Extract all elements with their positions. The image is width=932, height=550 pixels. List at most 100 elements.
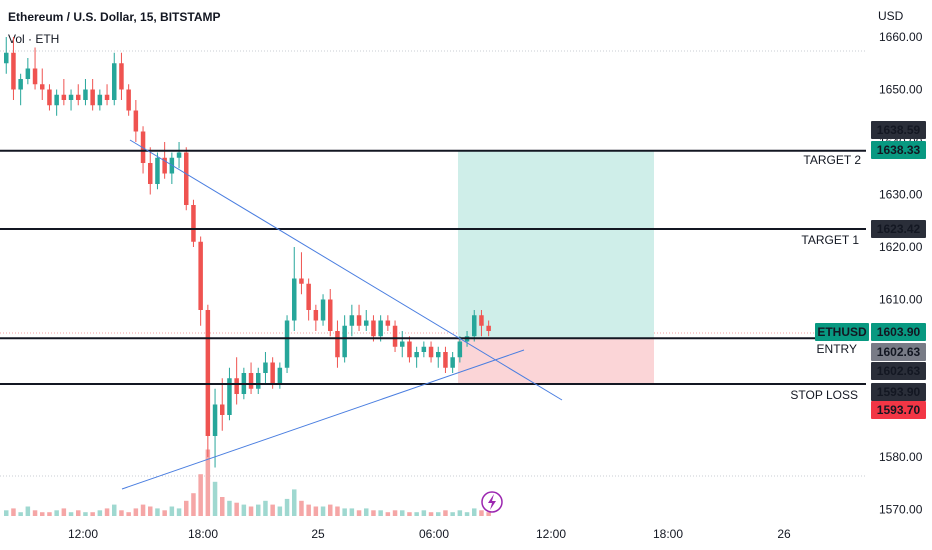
candle-body [4, 52, 9, 64]
candle-body [83, 89, 88, 100]
volume-bar [421, 510, 427, 516]
candle-body [342, 325, 347, 358]
target-2-label: TARGET 2 [803, 153, 861, 167]
candle-body [76, 94, 81, 100]
volume-bar [328, 504, 333, 516]
volume-bar [284, 498, 290, 516]
candle-body [119, 63, 124, 90]
descending-trendline[interactable] [129, 139, 563, 401]
price-badge-text: 1593.90 [877, 385, 921, 399]
price-badge[interactable] [871, 141, 926, 159]
stop-zone [458, 338, 654, 385]
ascending-trendline[interactable] [121, 349, 525, 490]
volume-bar [342, 508, 347, 516]
candle-body [328, 299, 333, 331]
candle-body [11, 52, 16, 90]
candle-body [292, 278, 297, 321]
volume-bar [486, 512, 491, 516]
volume-bar [400, 510, 405, 516]
candle-body [335, 331, 340, 358]
volume-bar [356, 510, 362, 516]
candle-body [263, 362, 268, 373]
volume-bar [306, 504, 311, 516]
volume-bar [248, 506, 254, 516]
time-tick-label: 25 [311, 527, 325, 541]
volume-bar [18, 512, 23, 516]
volume-indicator-label[interactable]: Vol · ETH [8, 32, 60, 46]
volume-bar [270, 504, 275, 516]
price-badge-text: 1623.42 [877, 222, 921, 236]
candle-body [140, 131, 146, 163]
candle-body [414, 352, 419, 358]
price-badge-text: 1603.90 [877, 325, 921, 339]
candle-body [270, 362, 275, 384]
volume-bar [392, 510, 398, 516]
price-badge-text: 1593.70 [877, 403, 921, 417]
price-badge[interactable] [871, 121, 926, 139]
candle-body [191, 205, 196, 242]
volume-bar [479, 510, 484, 516]
volume-bar [335, 506, 340, 516]
volume-bar [256, 504, 261, 516]
volume-bar [220, 497, 225, 516]
volume-bar [90, 512, 95, 516]
price-badge[interactable] [871, 362, 926, 380]
price-badge-text: ETHUSD [817, 325, 867, 339]
symbol-badge[interactable] [815, 323, 869, 341]
volume-bar [25, 506, 31, 516]
volume-bar [169, 506, 175, 516]
candle-body [364, 320, 369, 326]
volume-bar [112, 504, 117, 516]
candle-body [299, 278, 304, 284]
volume-bar [47, 512, 52, 516]
candle-body [486, 325, 491, 331]
candle-body [220, 404, 225, 415]
candle-body [400, 341, 405, 347]
candle-body [356, 315, 362, 326]
candle-body [18, 79, 23, 90]
entry-label: ENTRY [817, 342, 857, 356]
candle-body [54, 94, 59, 106]
volume-bar [162, 510, 167, 516]
candle-body [25, 68, 31, 79]
candle-body [40, 84, 45, 90]
candle-body [32, 68, 38, 85]
volume-bar [436, 512, 441, 516]
price-badge[interactable] [871, 343, 926, 361]
volume-bar [313, 506, 319, 516]
candle-body [371, 320, 376, 337]
volume-bar [378, 510, 383, 516]
volume-bar [126, 512, 131, 516]
time-tick-label: 26 [777, 527, 791, 541]
price-badge[interactable] [871, 383, 926, 401]
volume-bar [407, 512, 412, 516]
price-tick-label: 1580.00 [879, 450, 923, 464]
candle-body [47, 89, 52, 106]
price-badge[interactable] [871, 220, 926, 238]
candle-body [184, 152, 189, 205]
last-price-badge[interactable] [871, 323, 926, 341]
volume-bar [83, 512, 88, 516]
candle-body [133, 110, 139, 132]
volume-bar [227, 500, 232, 516]
candle-body [479, 315, 484, 326]
candle-body [313, 310, 319, 321]
candle-body [421, 346, 427, 352]
volume-bar [61, 508, 67, 516]
volume-bar [263, 500, 268, 516]
price-badge-text: 1602.63 [877, 345, 921, 359]
candle-body [90, 89, 95, 106]
price-tick-label: 1660.00 [879, 30, 923, 44]
price-badge[interactable] [871, 401, 926, 419]
volume-bar [241, 504, 247, 516]
chart-title: Ethereum / U.S. Dollar, 15, BITSTAMP [8, 10, 221, 24]
candle-body [407, 341, 412, 358]
price-tick-label: 1610.00 [879, 293, 923, 307]
candle-body [148, 163, 153, 184]
time-tick-label: 18:00 [653, 527, 683, 541]
price-badge-text: 1638.33 [877, 143, 921, 157]
lightning-glyph [488, 494, 496, 510]
candle-body [320, 299, 326, 321]
volume-bar [428, 512, 434, 516]
